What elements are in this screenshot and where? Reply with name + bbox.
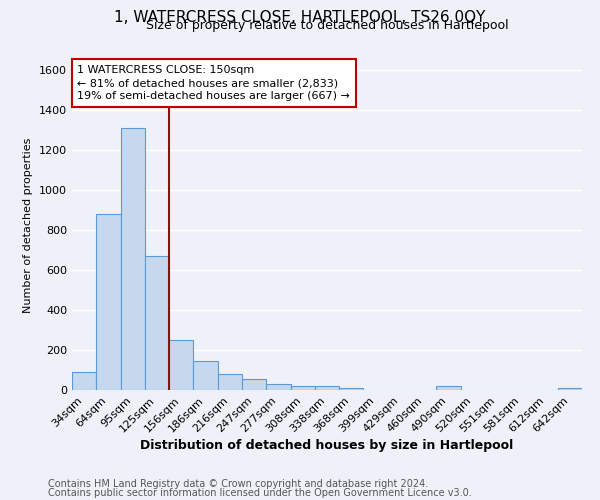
Text: 1 WATERCRESS CLOSE: 150sqm
← 81% of detached houses are smaller (2,833)
19% of s: 1 WATERCRESS CLOSE: 150sqm ← 81% of deta… [77,65,350,102]
Bar [121,128,145,390]
Text: Contains HM Land Registry data © Crown copyright and database right 2024.: Contains HM Land Registry data © Crown c… [48,479,428,489]
Bar [436,386,461,390]
Bar [96,214,121,390]
Bar [145,256,169,390]
Bar [315,386,339,390]
Bar [242,379,266,390]
Bar [339,388,364,390]
X-axis label: Distribution of detached houses by size in Hartlepool: Distribution of detached houses by size … [140,440,514,452]
Bar [290,386,315,390]
Bar [193,362,218,390]
Text: 1, WATERCRESS CLOSE, HARTLEPOOL, TS26 0QY: 1, WATERCRESS CLOSE, HARTLEPOOL, TS26 0Q… [115,10,485,25]
Bar [558,388,582,390]
Bar [218,374,242,390]
Title: Size of property relative to detached houses in Hartlepool: Size of property relative to detached ho… [146,20,508,32]
Y-axis label: Number of detached properties: Number of detached properties [23,138,34,312]
Text: Contains public sector information licensed under the Open Government Licence v3: Contains public sector information licen… [48,488,472,498]
Bar [266,384,290,390]
Bar [72,372,96,390]
Bar [169,340,193,390]
